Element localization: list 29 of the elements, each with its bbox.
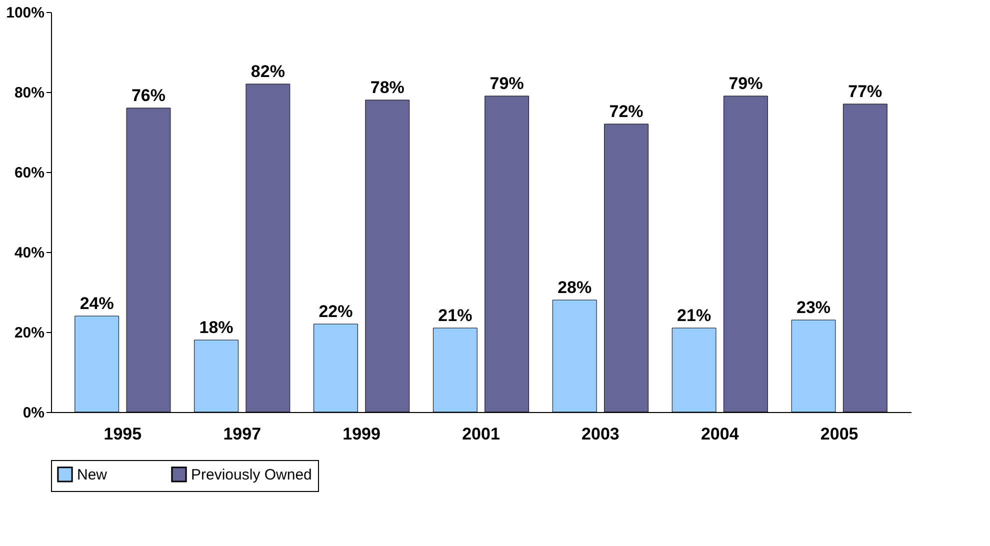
data-label: 82% [250, 62, 285, 81]
x-tick-label: 2001 [462, 424, 500, 444]
data-label: 76% [131, 86, 166, 105]
x-tick-label: 1999 [342, 424, 380, 444]
data-label: 21% [677, 306, 712, 325]
x-tick-label: 2003 [582, 424, 620, 444]
data-label: 79% [728, 74, 763, 93]
x-tick-label: 2005 [820, 424, 858, 444]
x-tick-label: 1997 [223, 424, 262, 444]
data-label: 23% [796, 298, 831, 317]
y-tick-label: 100% [6, 4, 44, 22]
data-label: 72% [609, 102, 644, 121]
y-tick-label: 20% [14, 324, 44, 342]
data-label: 28% [558, 278, 592, 297]
y-tick-label: 0% [22, 404, 44, 422]
legend-label: New [77, 466, 108, 484]
x-tick-label: 2004 [700, 424, 740, 444]
data-label: 21% [438, 306, 472, 325]
data-label: 18% [199, 318, 234, 337]
y-tick-label: 80% [14, 84, 44, 102]
y-tick-label: 60% [14, 164, 44, 182]
data-label: 22% [318, 302, 353, 321]
x-tick-label: 1995 [104, 424, 142, 444]
legend-label: Previously Owned [191, 466, 312, 484]
data-label: 78% [370, 78, 404, 97]
data-label: 24% [80, 294, 114, 313]
data-label: 79% [490, 74, 524, 93]
y-tick-label: 40% [14, 244, 44, 262]
data-label: 77% [848, 82, 882, 101]
